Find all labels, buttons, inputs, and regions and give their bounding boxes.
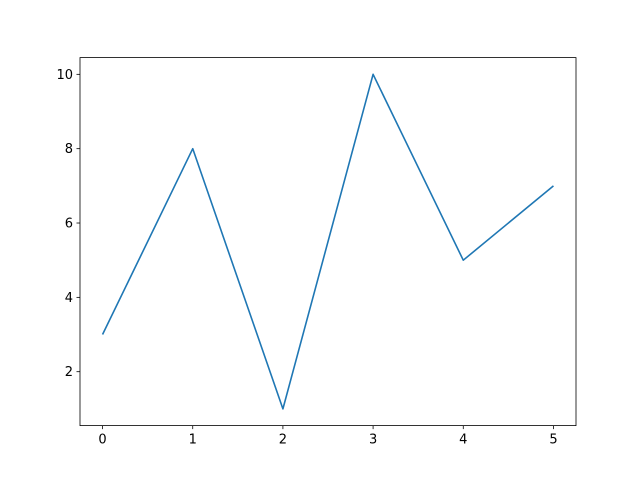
series-group — [101, 73, 554, 410]
y-tick-label: 6 — [65, 217, 73, 232]
y-tick-label: 2 — [65, 365, 73, 380]
x-tick-label: 3 — [369, 433, 377, 448]
series-line — [101, 73, 554, 410]
x-axis: 0 1 2 3 4 5 — [98, 425, 558, 448]
x-tick-label: 5 — [549, 433, 557, 448]
x-tick-label: 0 — [98, 433, 106, 448]
y-tick-label: 8 — [65, 142, 73, 157]
y-axis: 2 4 6 8 10 — [56, 68, 80, 380]
x-tick-label: 4 — [459, 433, 467, 448]
y-tick-label: 4 — [65, 291, 73, 306]
x-tick-label: 1 — [189, 433, 197, 448]
axes-frame — [79, 57, 577, 426]
x-tick-label: 2 — [279, 433, 287, 448]
y-tick-label: 10 — [56, 68, 73, 83]
